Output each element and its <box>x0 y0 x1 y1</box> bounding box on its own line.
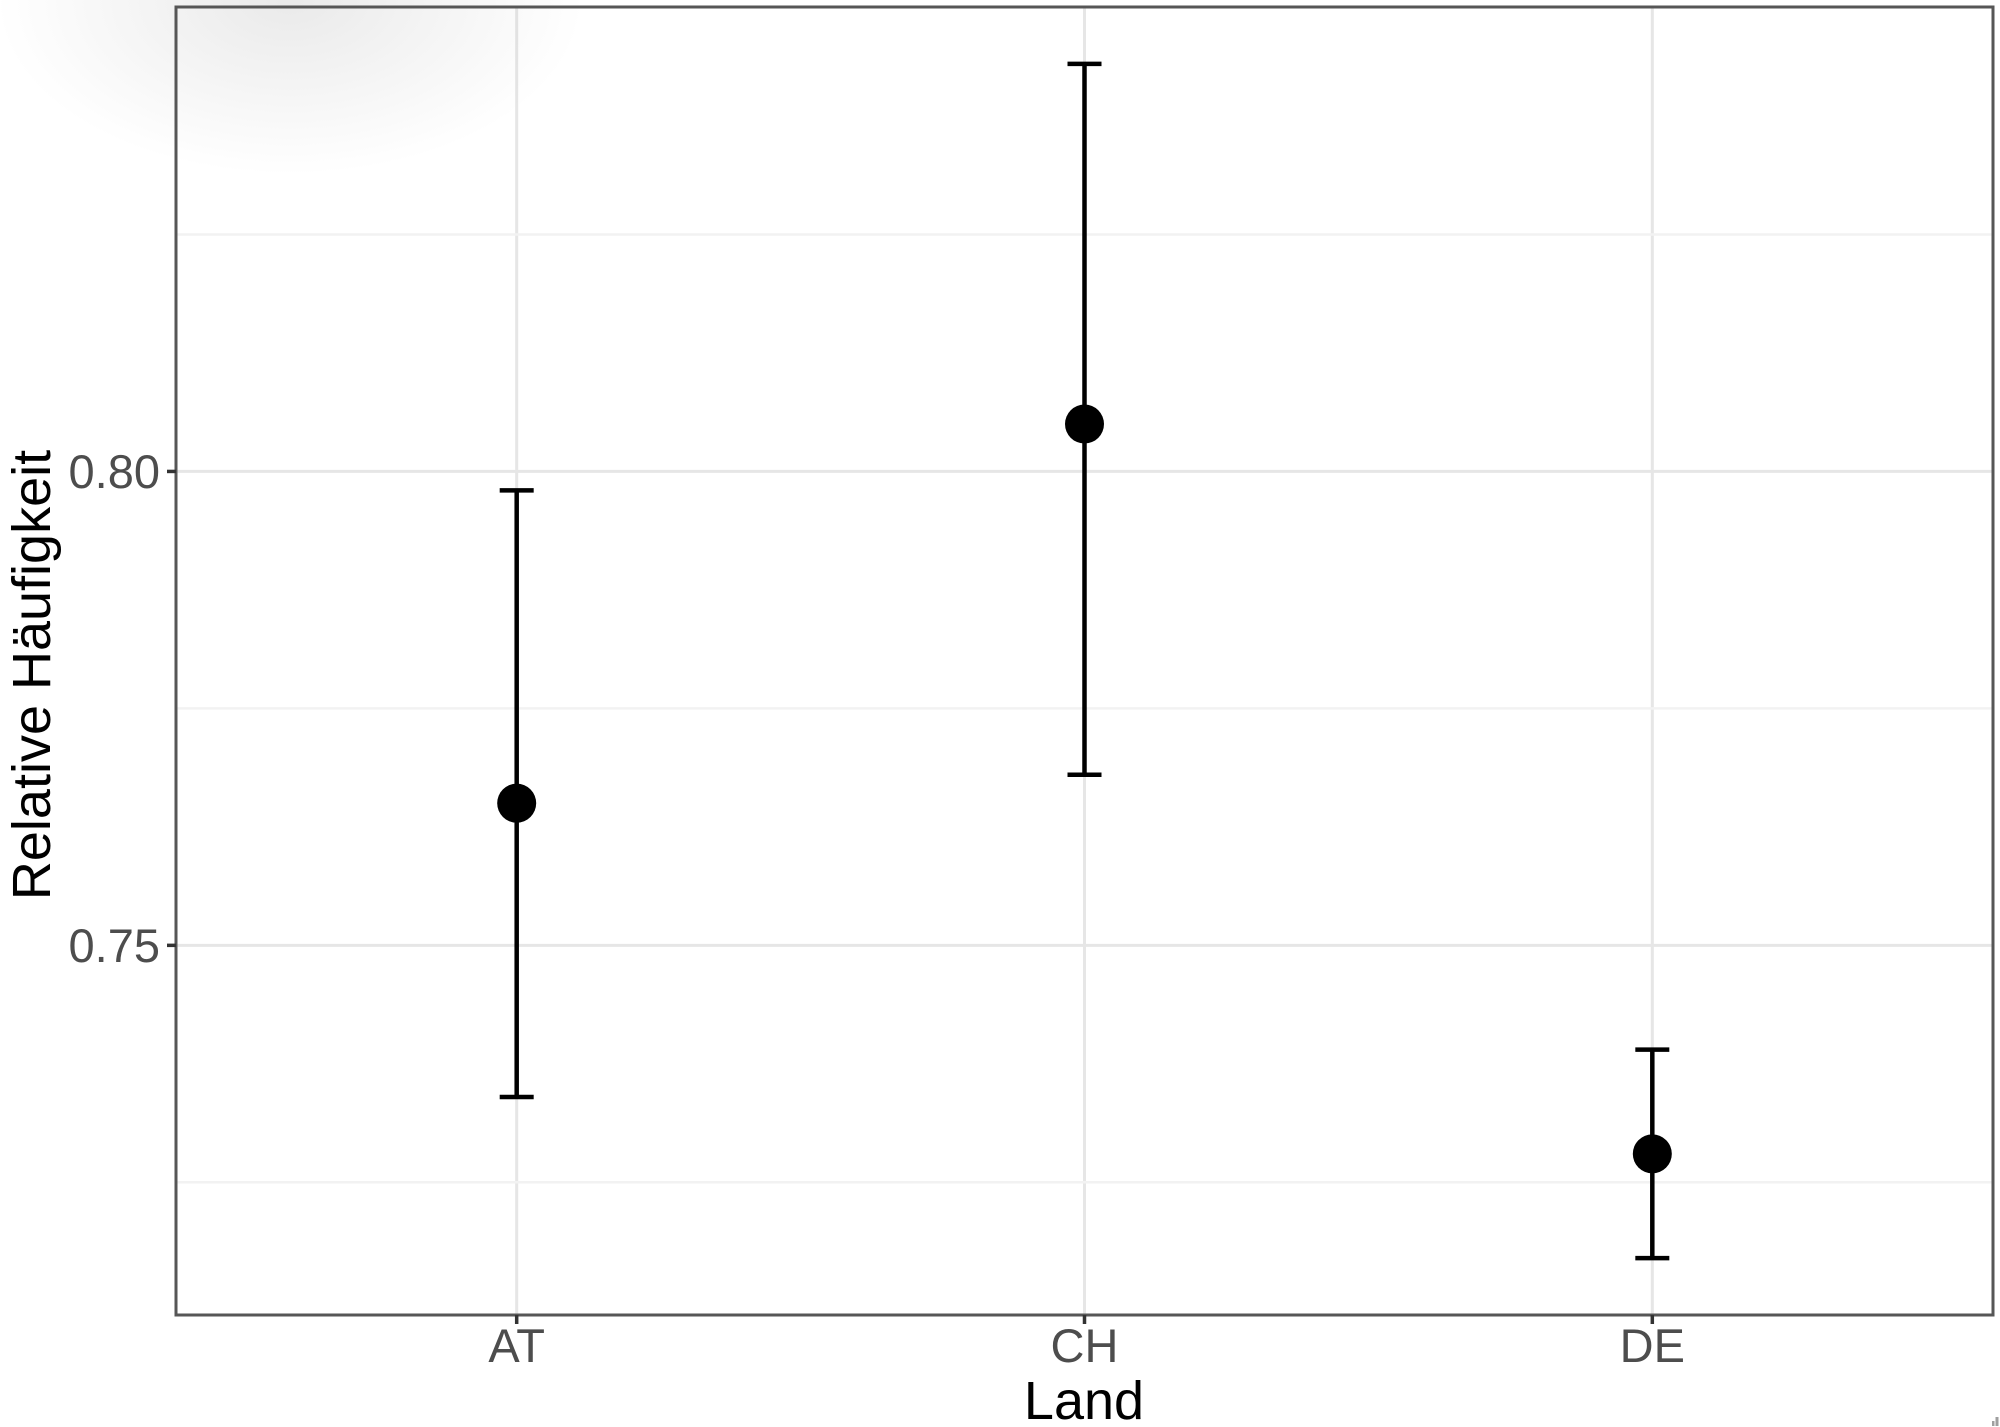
pointrange-ch <box>1065 61 1104 777</box>
x-tick-label-de: DE <box>1620 1319 1685 1372</box>
pointrange-at <box>497 488 537 1100</box>
data-point-at <box>497 783 537 823</box>
y-tick-label: 0.80 <box>69 445 160 498</box>
data-point-ch <box>1065 404 1104 444</box>
y-tick-label: 0.75 <box>69 919 160 972</box>
x-tick-label-at: AT <box>488 1319 545 1372</box>
corner-artifact <box>1992 1417 1999 1426</box>
data-point-de <box>1632 1134 1672 1174</box>
y-axis-title: Relative Häufigkeit <box>2 450 62 900</box>
pointrange-de <box>1632 1047 1672 1261</box>
x-axis-title: Land <box>1024 1371 1144 1427</box>
axis-titles: Relative Häufigkeit Land <box>2 450 1144 1427</box>
chart-plot-area: 0.80 0.75 AT CH DE <box>69 5 1995 1372</box>
x-tick-label-ch: CH <box>1051 1319 1119 1372</box>
